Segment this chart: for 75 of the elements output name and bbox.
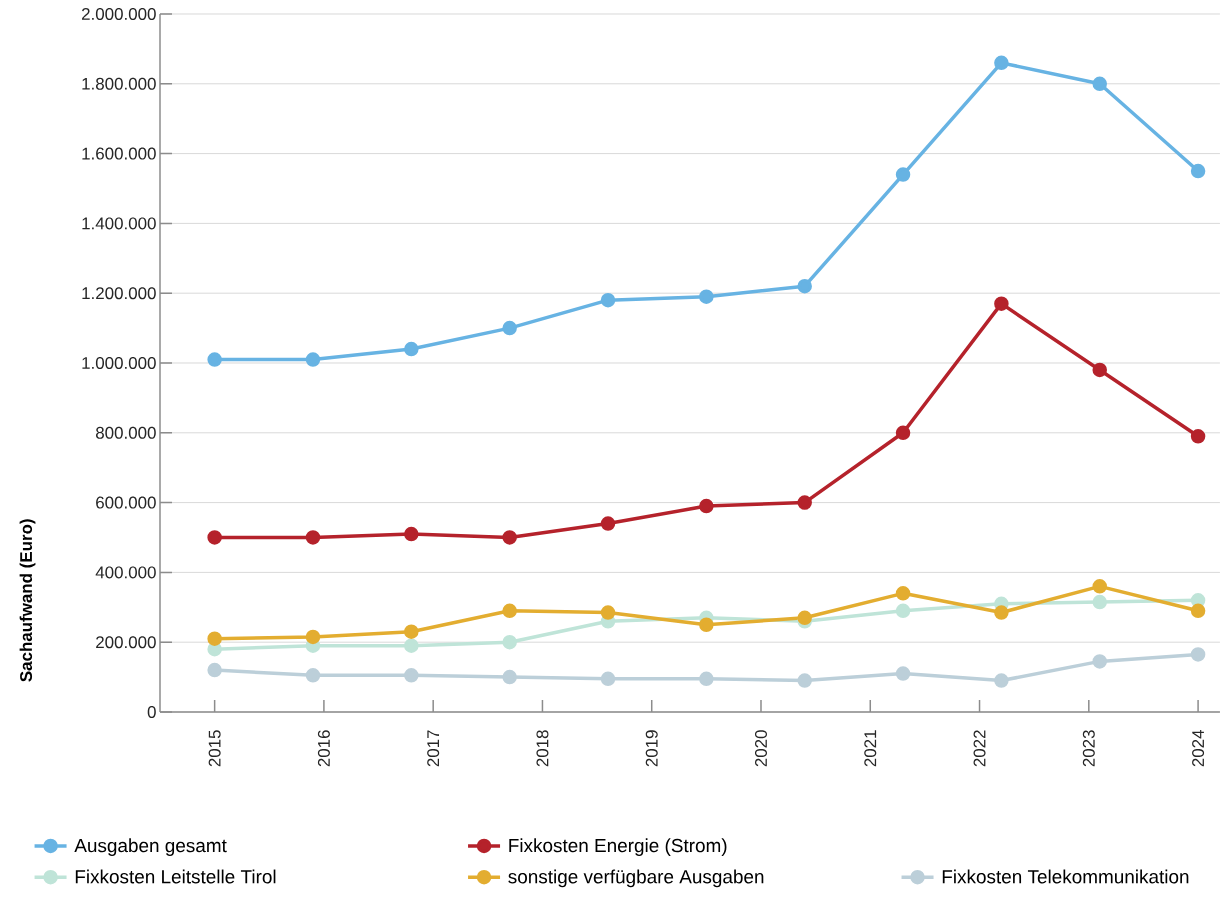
x-tick-label: 2023 — [1082, 730, 1095, 767]
y-tick-label: 1.400.000 — [82, 217, 156, 230]
point — [1190, 429, 1206, 444]
point — [797, 673, 812, 688]
x-tick-label: 2016 — [317, 730, 330, 767]
y-tick-label: 800.000 — [95, 426, 156, 439]
point — [305, 629, 321, 645]
point — [600, 292, 616, 308]
point — [699, 671, 714, 687]
point — [600, 671, 616, 687]
point — [895, 666, 911, 681]
x-tick-label: 2020 — [755, 730, 767, 767]
point — [1190, 163, 1206, 179]
point — [994, 673, 1009, 688]
point — [994, 55, 1009, 71]
point — [797, 495, 812, 510]
point — [699, 498, 714, 514]
point — [305, 530, 321, 545]
point — [895, 167, 911, 182]
point — [404, 668, 419, 683]
point — [404, 638, 419, 653]
x-tick-label: 2022 — [973, 730, 986, 767]
x-tick-label: 2021 — [864, 730, 877, 767]
point — [404, 624, 419, 639]
point — [895, 425, 911, 441]
point — [502, 530, 517, 545]
point — [797, 278, 812, 294]
point — [502, 634, 517, 650]
point — [797, 610, 812, 626]
y-tick-label: 200.000 — [96, 636, 156, 649]
point — [994, 605, 1009, 620]
y-axis-title: Sachaufwand (Euro) — [19, 519, 36, 682]
x-tick-label: 2019 — [645, 730, 658, 767]
y-tick-label: 1.600.000 — [82, 147, 156, 160]
legend-label: sonstige verfügbare Ausgaben — [508, 869, 764, 888]
point — [1092, 362, 1107, 378]
point — [600, 516, 616, 531]
point — [305, 352, 321, 367]
point — [305, 668, 321, 683]
point — [895, 603, 911, 619]
point — [404, 526, 419, 542]
point — [1092, 654, 1107, 669]
legend-label: Fixkosten Leitstelle Tirol — [75, 869, 276, 884]
point — [404, 341, 419, 357]
x-tick-label: 2018 — [536, 730, 549, 767]
point — [207, 631, 222, 646]
y-tick-label: 1.200.000 — [82, 287, 156, 300]
point — [502, 669, 517, 685]
point — [699, 617, 714, 632]
y-tick-label: 600.000 — [96, 496, 156, 509]
legend-label: Fixkosten Telekommunikation — [942, 869, 1189, 884]
legend-label: Fixkosten Energie (Strom) — [509, 838, 727, 856]
y-tick-label: 2.000.000 — [81, 7, 156, 20]
x-tick-label: 2015 — [208, 730, 221, 767]
point — [502, 603, 517, 619]
point — [699, 289, 714, 304]
point — [895, 586, 911, 601]
y-tick-label: 400.000 — [95, 566, 156, 579]
point — [1092, 594, 1107, 610]
point — [1092, 76, 1107, 92]
point — [1190, 603, 1206, 619]
point — [207, 352, 222, 367]
legend-label: Ausgaben gesamt — [74, 838, 227, 856]
point — [207, 662, 222, 678]
x-tick-label: 2024 — [1192, 730, 1205, 767]
point — [207, 530, 222, 545]
point — [600, 605, 616, 620]
x-tick-label: 2017 — [427, 730, 440, 767]
point — [1092, 579, 1107, 594]
point — [994, 296, 1009, 311]
y-tick-label: 0 — [147, 706, 156, 718]
point — [502, 320, 517, 336]
point — [1190, 647, 1206, 662]
y-tick-label: 1.000.000 — [82, 357, 156, 369]
y-tick-label: 1.800.000 — [82, 77, 156, 90]
